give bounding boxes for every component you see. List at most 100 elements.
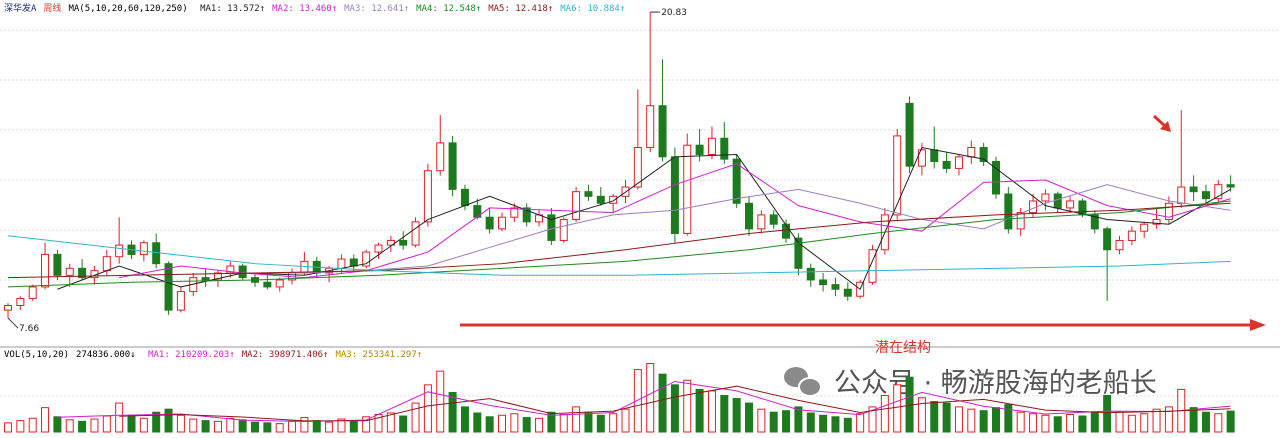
- vol-params: VOL(5,10,20): [4, 350, 70, 360]
- candle-body: [769, 214, 778, 225]
- volume-bar: [535, 417, 544, 433]
- candle-body: [1127, 230, 1136, 241]
- volume-bar: [325, 421, 334, 433]
- volume-bar: [176, 414, 185, 433]
- candle-body: [596, 195, 605, 204]
- volume-bar: [917, 397, 926, 433]
- candle-body: [609, 195, 618, 204]
- candle-body: [423, 170, 432, 223]
- volume-bar: [102, 415, 111, 433]
- candle-body: [1201, 191, 1210, 200]
- volume-bar: [559, 414, 568, 433]
- candle-body: [1004, 193, 1013, 230]
- candle-body: [139, 242, 148, 255]
- candle-body: [584, 191, 593, 197]
- volume-bar: [646, 363, 655, 433]
- annotation: 潜在结构: [875, 340, 931, 356]
- ma-label: MA6: 10.884↑: [560, 4, 626, 14]
- volume-bar: [806, 412, 815, 433]
- candle-body: [868, 249, 877, 283]
- candle-body: [979, 147, 988, 162]
- volume-bar: [1016, 411, 1025, 433]
- ma-label: MA3: 12.641↑: [344, 4, 410, 14]
- candle-body: [757, 214, 766, 230]
- candle-body: [782, 223, 791, 239]
- volume-bar: [436, 370, 445, 433]
- ma-line: [7, 200, 1231, 288]
- vol-ma-label: MA2: 398971.406↑: [241, 350, 329, 360]
- candle-body: [905, 102, 914, 167]
- max-label: 20.83: [661, 8, 687, 18]
- volume-bar: [139, 417, 148, 433]
- volume-bar: [275, 423, 284, 433]
- candle-body: [720, 137, 729, 160]
- candle-body: [1189, 186, 1198, 193]
- candle-body: [1053, 193, 1062, 209]
- volume-bar: [510, 413, 519, 433]
- candle-body: [695, 144, 704, 155]
- volume-bar: [522, 417, 531, 433]
- volume-bar: [1201, 411, 1210, 433]
- volume-bar: [547, 411, 556, 433]
- candle-body: [930, 149, 939, 162]
- candle-body: [164, 263, 173, 311]
- volume-bar: [251, 421, 259, 433]
- candle-body: [201, 277, 210, 281]
- candle-body: [1226, 184, 1235, 188]
- volume-bar: [448, 391, 457, 433]
- candle-body: [559, 219, 568, 241]
- ma-label: MA5: 12.418↑: [488, 4, 554, 14]
- candle-body: [658, 105, 667, 158]
- ma-label: MA4: 12.548↑: [416, 4, 482, 14]
- volume-bar: [1214, 413, 1223, 433]
- volume-bar: [337, 418, 346, 433]
- volume-bar: [992, 407, 1000, 433]
- volume-bar: [189, 418, 198, 433]
- volume-bar: [609, 413, 618, 433]
- vol-ma-line: [57, 380, 1231, 423]
- candle-body: [374, 244, 383, 253]
- candle-body: [386, 239, 395, 246]
- candle-body: [1115, 239, 1124, 251]
- volume-bar: [1029, 413, 1038, 433]
- candle-body: [1152, 219, 1161, 225]
- volume-bar: [967, 408, 976, 433]
- stock-name: 深华发A: [4, 4, 37, 14]
- volume-bar: [399, 415, 408, 433]
- candle-body: [510, 207, 519, 218]
- volume-bar: [695, 388, 704, 433]
- candle-body: [831, 284, 840, 290]
- arrow-head: [1160, 121, 1171, 132]
- volume-bar: [485, 416, 494, 433]
- volume-bar: [1189, 407, 1198, 433]
- volume-bar: [386, 412, 395, 433]
- volume-bar: [201, 420, 210, 433]
- wechat-icon: [784, 367, 822, 397]
- volume-bar: [745, 402, 753, 433]
- volume-bar: [53, 416, 62, 433]
- candle-body: [28, 286, 37, 300]
- ma-label: MA1: 13.572↑: [200, 4, 266, 14]
- candle-body: [115, 244, 124, 258]
- ma-header: 深华发A 周线 MA(5,10,20,60,120,250) MA1: 13.572…: [4, 1, 632, 14]
- volume-bar: [1152, 408, 1161, 433]
- volume-bar: [1004, 404, 1013, 433]
- vol-last: 274836.000↓: [76, 350, 136, 360]
- candle-body: [176, 291, 185, 311]
- volume-bar: [1164, 406, 1173, 433]
- volume-bar: [930, 401, 939, 433]
- volume-bar: [473, 412, 482, 433]
- candle-body: [806, 267, 815, 281]
- candle-body: [670, 156, 679, 234]
- volume-bar: [831, 416, 840, 433]
- volume-bar: [90, 418, 99, 433]
- volume-bar: [942, 402, 951, 433]
- volume-bar: [1066, 414, 1075, 433]
- volume-bar: [263, 422, 272, 433]
- ma-line: [7, 202, 1231, 279]
- candle-body: [1177, 186, 1186, 204]
- candle-body: [399, 239, 408, 246]
- candle-body: [1103, 228, 1112, 251]
- volume-bar: [28, 417, 37, 433]
